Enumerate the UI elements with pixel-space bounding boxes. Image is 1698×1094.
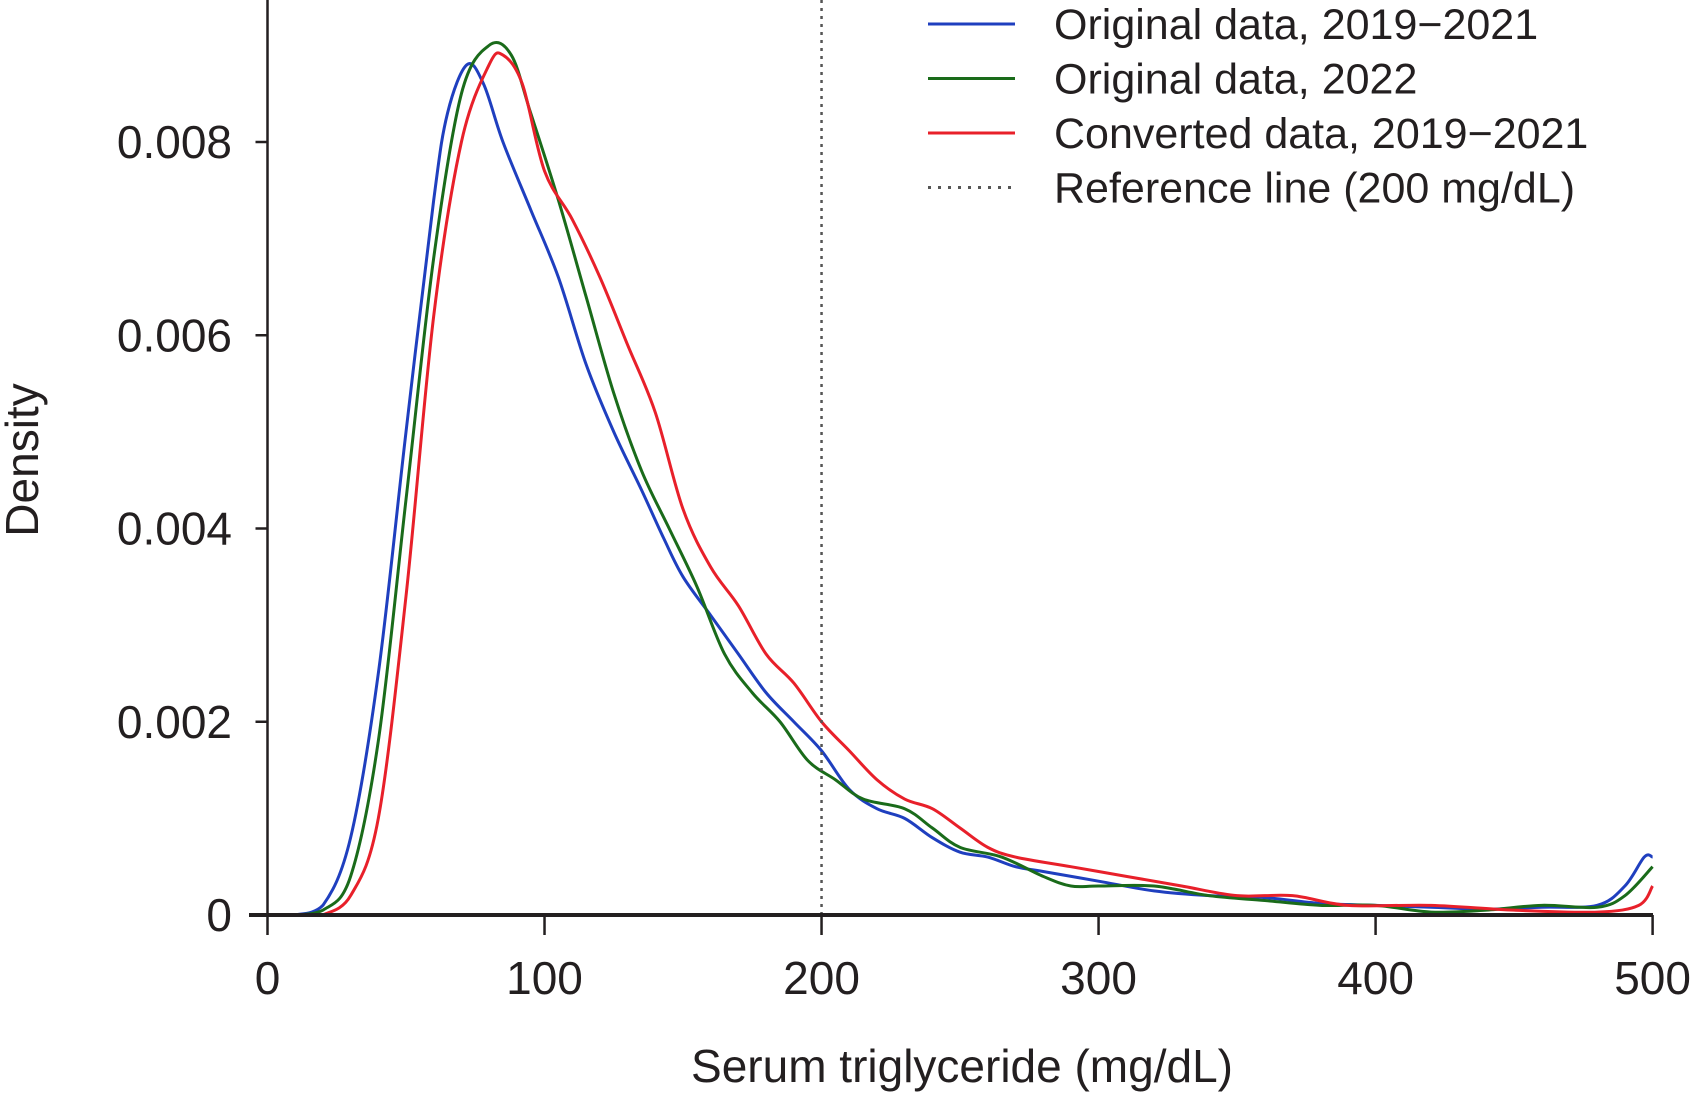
- legend-item: Reference line (200 mg/dL): [928, 165, 1575, 213]
- x-ticks: 0 100 200 300 400 500: [255, 915, 1691, 1004]
- y-tick-label: 0.002: [117, 696, 232, 748]
- legend-label: Original data, 2019−2021: [1054, 1, 1538, 49]
- legend-label: Converted data, 2019−2021: [1054, 110, 1588, 158]
- x-axis-label: Serum triglyceride (mg/dL): [691, 1040, 1233, 1092]
- x-tick-label: 300: [1060, 952, 1137, 1004]
- legend-item: Original data, 2019−2021: [928, 1, 1538, 49]
- x-tick-label: 0: [255, 952, 281, 1004]
- series-line-2: [294, 41, 1654, 917]
- legend-label: Reference line (200 mg/dL): [1054, 165, 1575, 213]
- x-tick-label: 100: [506, 952, 583, 1004]
- legend-item: Converted data, 2019−2021: [928, 110, 1588, 158]
- y-tick-label: 0.008: [117, 116, 232, 168]
- y-tick-label: 0: [206, 889, 232, 941]
- y-tick-label: 0.006: [117, 309, 232, 361]
- x-tick-label: 500: [1614, 952, 1691, 1004]
- legend: Original data, 2019−2021 Original data, 2…: [928, 1, 1588, 213]
- series-line-3: [322, 51, 1654, 917]
- x-tick-label: 400: [1337, 952, 1414, 1004]
- y-ticks: 0 0.002 0.004 0.006 0.008: [117, 116, 268, 941]
- y-tick-label: 0.004: [117, 503, 232, 555]
- legend-item: Original data, 2022: [928, 56, 1417, 104]
- plot-area: [294, 41, 1654, 917]
- y-axis-label: Density: [0, 383, 48, 536]
- legend-label: Original data, 2022: [1054, 56, 1417, 104]
- x-tick-label: 200: [783, 952, 860, 1004]
